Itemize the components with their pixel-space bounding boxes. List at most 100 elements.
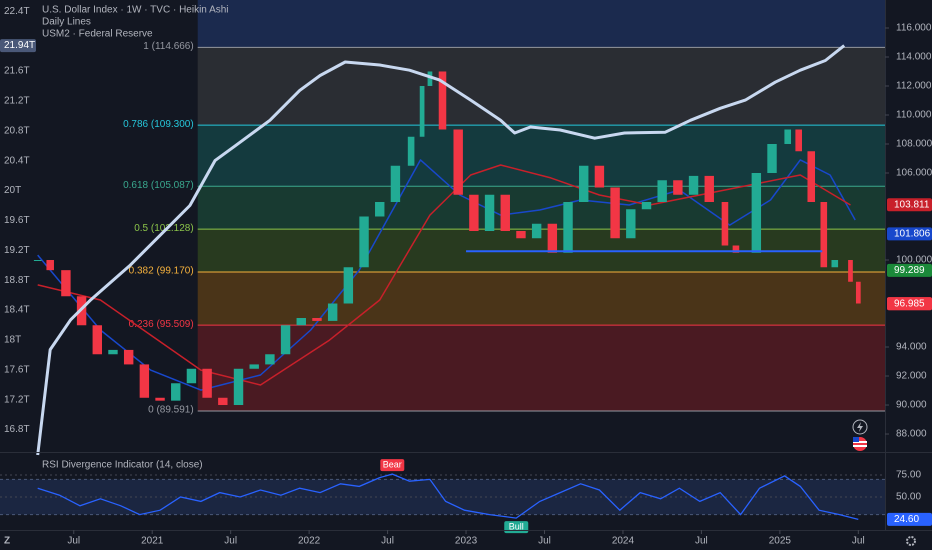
candle <box>751 172 762 253</box>
candle <box>721 202 729 246</box>
candle <box>438 71 447 130</box>
x-tick-label: Jul <box>381 536 394 547</box>
y2-tick-label: 19.6T <box>4 215 30 226</box>
fib-zone <box>197 186 885 230</box>
candle <box>704 175 714 203</box>
price-tag <box>887 297 932 311</box>
y-tick-label: 100.000 <box>896 255 932 266</box>
legend-line: Daily Lines <box>42 17 91 28</box>
y-tick-label: 114.000 <box>896 52 932 63</box>
candle <box>626 209 636 239</box>
candle <box>233 368 244 406</box>
candle <box>784 129 792 144</box>
y2-tick-label: 21.6T <box>4 66 30 77</box>
y-tick-label: 106.000 <box>896 168 932 179</box>
y-tick-label: 112.000 <box>896 81 932 92</box>
x-tick-label: 2024 <box>612 536 635 547</box>
x-tick-label: Jul <box>852 536 865 547</box>
candle <box>280 325 291 355</box>
rsi-tag-label: 24.60 <box>894 514 919 525</box>
candle <box>327 303 338 321</box>
candle <box>848 260 853 282</box>
y2-tick-label: 16.8T <box>4 424 30 435</box>
candle <box>407 136 415 166</box>
candle <box>673 180 683 195</box>
legend-line: USM2 · Federal Reserve <box>42 29 153 40</box>
rsi-tag <box>887 512 932 526</box>
candle <box>123 349 134 365</box>
fib-zone <box>197 47 885 126</box>
candle <box>186 368 197 384</box>
candle <box>563 202 573 253</box>
candle <box>46 260 54 271</box>
price-tag-label: 101.806 <box>894 228 931 239</box>
candle <box>296 318 306 326</box>
candle <box>61 270 71 297</box>
m2-line <box>36 44 846 456</box>
rsi-title: RSI Divergence Indicator (14, close) <box>42 460 203 471</box>
candle <box>831 260 839 268</box>
rsi-tick-label: 50.00 <box>896 492 921 503</box>
fib-label: 0.382 (99.170) <box>129 266 194 277</box>
candle <box>139 364 150 398</box>
candle <box>359 216 369 268</box>
candle <box>531 223 542 239</box>
candle <box>641 202 652 210</box>
candle <box>343 267 354 304</box>
plot: 1 (114.666) 0.786 (109.300) 0.618 (105.087… <box>0 0 885 534</box>
candle <box>202 368 212 398</box>
y2-tick-label: 21.2T <box>4 96 30 107</box>
y2-tick-label: 20.4T <box>4 155 30 166</box>
price-tag <box>887 263 932 277</box>
candle <box>594 165 605 188</box>
candle <box>855 281 861 304</box>
zoom-icon[interactable]: Z <box>4 536 10 547</box>
candle <box>171 383 181 401</box>
flag-icon[interactable] <box>853 437 867 451</box>
alert-icon[interactable] <box>852 419 868 435</box>
fib-label: 0 (89.591) <box>148 405 194 416</box>
settings-icon[interactable] <box>906 536 916 546</box>
price-tag-label: 99.289 <box>894 265 925 276</box>
candle <box>732 245 740 253</box>
candle <box>453 129 463 195</box>
candle <box>92 325 102 355</box>
fib-zone <box>197 125 885 187</box>
x-tick-label: 2021 <box>141 536 164 547</box>
rsi-line <box>37 473 859 521</box>
y2-tick-label: 17.2T <box>4 394 30 405</box>
candle <box>657 180 667 203</box>
fib-label: 0.618 (105.087) <box>123 180 194 191</box>
y2-tick-label: 19.2T <box>4 245 30 256</box>
divergence-text: Bull <box>509 521 524 531</box>
rsi-tick-label: 75.00 <box>896 470 921 481</box>
y2-tick-label: 20.8T <box>4 125 30 136</box>
candle <box>795 129 802 152</box>
price-tag-label: 96.985 <box>894 298 925 309</box>
y2-tick-label: 17.6T <box>4 364 30 375</box>
x-tick-label: Jul <box>67 536 80 547</box>
candle <box>610 187 620 239</box>
candle <box>547 223 558 253</box>
candle <box>375 202 385 217</box>
y2-tick-label: 18T <box>4 335 21 346</box>
y2-tick-label: 22.4T <box>4 6 30 17</box>
divergence-label <box>380 459 405 472</box>
candle <box>33 260 42 262</box>
candle <box>516 231 526 239</box>
candle <box>390 165 401 203</box>
x-tick-label: Jul <box>224 536 237 547</box>
fib-label: 0.236 (95.509) <box>129 319 194 330</box>
y-tick-label: 110.000 <box>896 110 932 121</box>
x-tick-label: Jul <box>538 536 551 547</box>
y2-tick-label: 18.4T <box>4 305 30 316</box>
candle <box>155 397 165 401</box>
y2-tick-label: 20T <box>4 185 21 196</box>
y-tick-label: 92.000 <box>896 371 927 382</box>
candle <box>265 354 275 365</box>
fib-label: 1 (114.666) <box>143 41 193 52</box>
candle <box>688 175 699 195</box>
fib-zone <box>197 325 885 411</box>
m2-tag-label: 21.94T <box>4 40 35 51</box>
y-tick-label: 116.000 <box>896 23 932 34</box>
